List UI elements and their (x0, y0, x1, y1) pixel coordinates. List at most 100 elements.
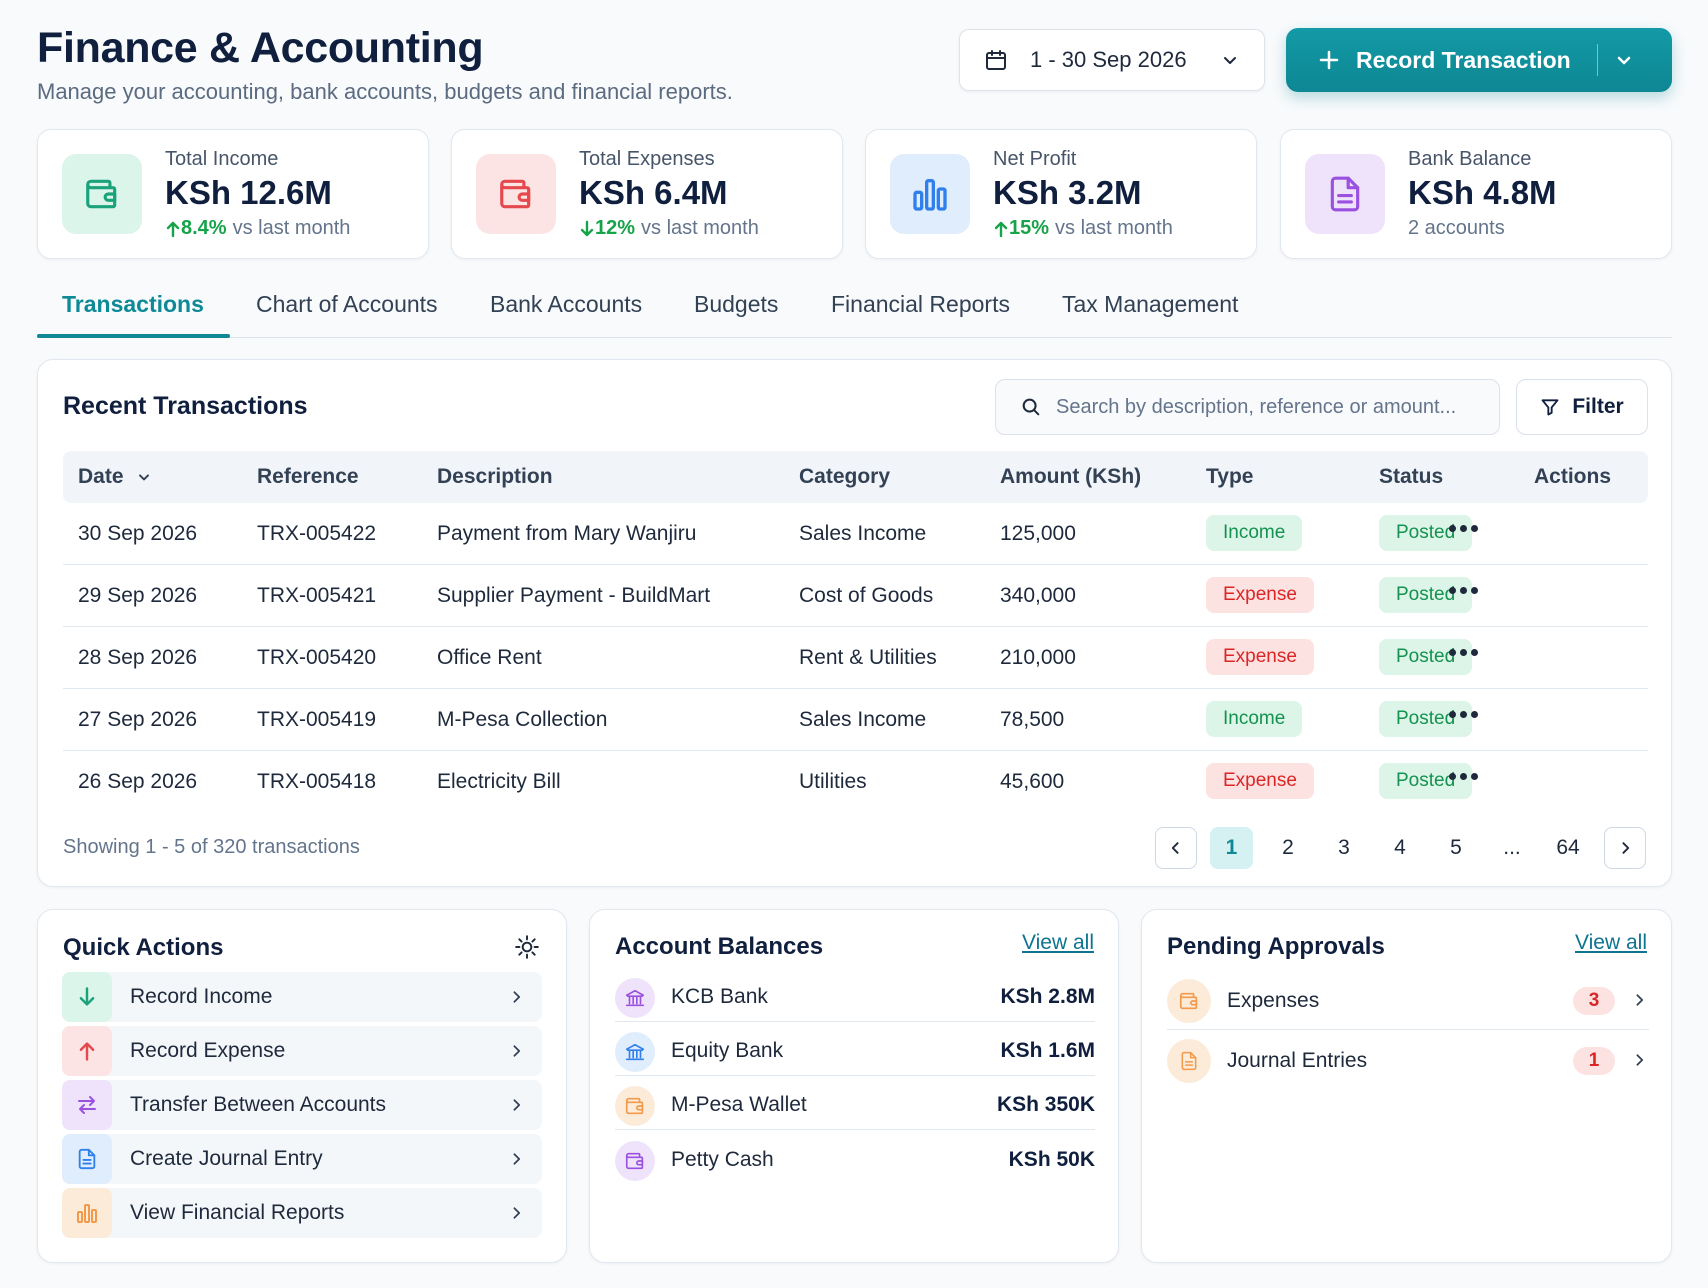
cell-amount: 210,000 (1000, 646, 1076, 669)
search-box (995, 379, 1500, 435)
quick-action-journal-entry[interactable]: Create Journal Entry (62, 1134, 542, 1184)
account-row[interactable]: Petty Cash KSh 50K (615, 1131, 1095, 1185)
kpi-label: Net Profit (993, 148, 1077, 170)
cell-amount: 340,000 (1000, 584, 1076, 607)
quick-action-record-income[interactable]: Record Income (62, 972, 542, 1022)
column-header-date[interactable]: Date (78, 465, 152, 489)
status-badge: Posted (1379, 515, 1473, 551)
approval-row-expenses[interactable]: Expenses 3 (1167, 970, 1649, 1030)
type-badge: Expense (1206, 763, 1314, 799)
document-icon (1167, 1039, 1211, 1083)
more-actions-icon[interactable] (1449, 773, 1478, 780)
tab-financial-reports[interactable]: Financial Reports (831, 291, 1010, 317)
document-icon (62, 1134, 112, 1184)
table-row[interactable]: 29 Sep 2026 TRX-005421 Supplier Payment … (63, 565, 1648, 627)
page-button-64[interactable]: 64 (1556, 836, 1580, 859)
cell-category: Utilities (799, 770, 867, 793)
wallet-icon (1167, 979, 1211, 1023)
approval-label: Journal Entries (1227, 1049, 1368, 1072)
tab-transactions[interactable]: Transactions (62, 291, 204, 317)
kpi-change: 15% vs last month (993, 217, 1173, 240)
column-header-amount: Amount (KSh) (1000, 465, 1142, 488)
more-actions-icon[interactable] (1449, 649, 1478, 656)
wallet-icon (62, 154, 142, 234)
recent-transactions-panel: Recent Transactions Filter Date Referenc… (37, 359, 1672, 887)
column-header-reference: Reference (257, 465, 359, 488)
chevron-down-icon[interactable] (1614, 50, 1634, 70)
next-page-button[interactable] (1604, 827, 1646, 869)
tab-bar: Transactions Chart of Accounts Bank Acco… (37, 270, 1672, 338)
search-input[interactable] (1056, 395, 1476, 419)
gear-icon[interactable] (514, 934, 540, 960)
table-row[interactable]: 28 Sep 2026 TRX-005420 Office Rent Rent … (63, 627, 1648, 689)
page-title: Finance & Accounting (37, 24, 484, 72)
quick-action-transfer[interactable]: Transfer Between Accounts (62, 1080, 542, 1130)
kpi-card-total-expenses: Total Expenses KSh 6.4M 12% vs last mont… (451, 129, 843, 259)
account-balance: KSh 1.6M (1000, 1039, 1095, 1062)
kpi-label: Total Expenses (579, 148, 715, 170)
quick-action-label: View Financial Reports (130, 1201, 345, 1224)
status-badge: Posted (1379, 577, 1473, 613)
view-all-link[interactable]: View all (1575, 931, 1647, 954)
more-actions-icon[interactable] (1449, 587, 1478, 594)
cell-description: Payment from Mary Wanjiru (437, 522, 697, 545)
pagination-summary: Showing 1 - 5 of 320 transactions (63, 836, 360, 858)
quick-action-financial-reports[interactable]: View Financial Reports (62, 1188, 542, 1238)
active-tab-indicator (37, 334, 230, 338)
approval-row-journal-entries[interactable]: Journal Entries 1 (1167, 1030, 1649, 1090)
quick-action-label: Record Expense (130, 1039, 286, 1062)
view-all-link[interactable]: View all (1022, 931, 1094, 954)
approval-count-badge: 3 (1573, 987, 1615, 1015)
type-badge: Expense (1206, 577, 1314, 613)
tab-budgets[interactable]: Budgets (694, 291, 779, 317)
filter-label: Filter (1572, 395, 1624, 418)
page-button-1[interactable]: 1 (1210, 827, 1253, 869)
kpi-value: KSh 3.2M (993, 174, 1142, 211)
page-button-3[interactable]: 3 (1338, 836, 1350, 859)
quick-action-record-expense[interactable]: Record Expense (62, 1026, 542, 1076)
account-row[interactable]: M-Pesa Wallet KSh 350K (615, 1076, 1095, 1130)
page-button-2[interactable]: 2 (1282, 836, 1294, 859)
account-row[interactable]: KCB Bank KSh 2.8M (615, 968, 1095, 1022)
page-button-4[interactable]: 4 (1394, 836, 1406, 859)
transfer-icon (62, 1080, 112, 1130)
cell-reference: TRX-005418 (257, 770, 377, 793)
account-name: Petty Cash (671, 1148, 774, 1171)
account-balance: KSh 50K (1008, 1148, 1095, 1171)
tab-bank-accounts[interactable]: Bank Accounts (490, 291, 643, 317)
table-row[interactable]: 27 Sep 2026 TRX-005419 M-Pesa Collection… (63, 689, 1648, 751)
account-name: Equity Bank (671, 1039, 784, 1062)
table-row[interactable]: 30 Sep 2026 TRX-005422 Payment from Mary… (63, 503, 1648, 565)
account-balance: KSh 350K (996, 1093, 1095, 1116)
status-badge: Posted (1379, 763, 1473, 799)
tab-chart-of-accounts[interactable]: Chart of Accounts (256, 291, 438, 317)
column-header-type: Type (1206, 465, 1254, 488)
cell-date: 26 Sep 2026 (78, 770, 198, 793)
date-range-picker[interactable]: 1 - 30 Sep 2026 (959, 29, 1265, 91)
date-range-label: 1 - 30 Sep 2026 (1030, 47, 1187, 72)
more-actions-icon[interactable] (1449, 525, 1478, 532)
cell-reference: TRX-005419 (257, 708, 377, 731)
prev-page-button[interactable] (1155, 827, 1197, 869)
chevron-right-icon (1636, 994, 1644, 1006)
more-actions-icon[interactable] (1449, 711, 1478, 718)
cell-description: M-Pesa Collection (437, 708, 608, 731)
page-button-5[interactable]: 5 (1450, 836, 1462, 859)
record-transaction-label: Record Transaction (1356, 46, 1571, 73)
kpi-label: Bank Balance (1408, 148, 1532, 170)
table-row[interactable]: 26 Sep 2026 TRX-005418 Electricity Bill … (63, 751, 1648, 813)
account-row[interactable]: Equity Bank KSh 1.6M (615, 1022, 1095, 1076)
cell-reference: TRX-005420 (257, 646, 377, 669)
cell-category: Rent & Utilities (799, 646, 937, 669)
pending-approvals-panel: Pending Approvals View all Expenses 3 Jo… (1141, 909, 1672, 1263)
tab-tax-management[interactable]: Tax Management (1062, 291, 1239, 317)
type-badge: Income (1206, 701, 1303, 737)
cell-description: Office Rent (437, 646, 542, 669)
document-icon (1305, 154, 1385, 234)
record-transaction-button[interactable]: Record Transaction (1286, 28, 1672, 92)
bar-chart-icon (890, 154, 970, 234)
account-name: KCB Bank (671, 985, 768, 1008)
chevron-right-icon (1622, 842, 1630, 854)
filter-button[interactable]: Filter (1516, 379, 1648, 435)
bar-chart-icon (62, 1188, 112, 1238)
